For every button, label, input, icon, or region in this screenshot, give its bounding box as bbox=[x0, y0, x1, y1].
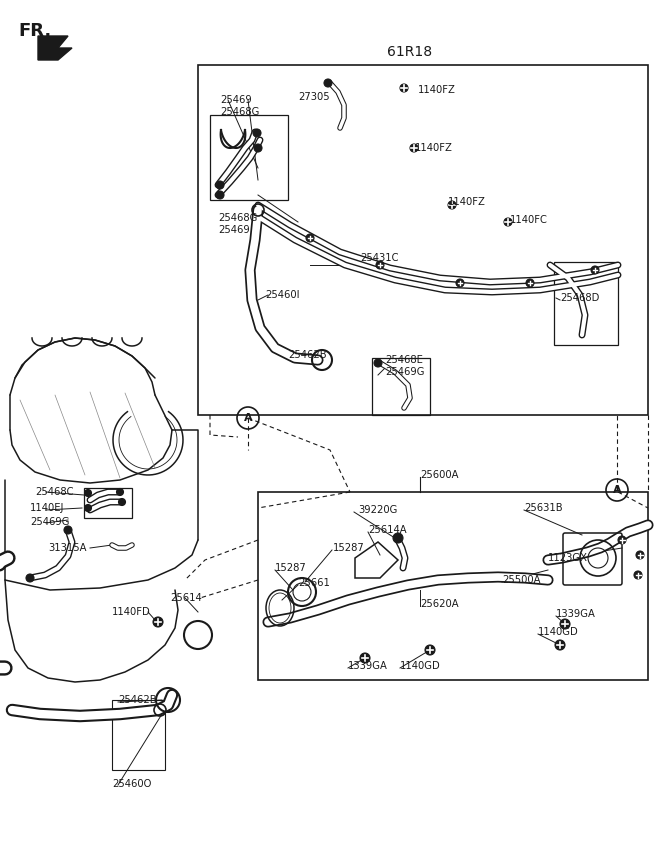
Circle shape bbox=[153, 617, 163, 627]
Circle shape bbox=[26, 574, 34, 582]
Bar bbox=[372, 358, 430, 415]
Circle shape bbox=[456, 279, 464, 287]
Circle shape bbox=[555, 640, 565, 650]
Circle shape bbox=[393, 533, 403, 543]
Text: 25614A: 25614A bbox=[368, 525, 407, 535]
Bar bbox=[258, 492, 648, 680]
Text: 25460O: 25460O bbox=[112, 779, 151, 789]
Text: 25469G: 25469G bbox=[30, 517, 69, 527]
Circle shape bbox=[448, 201, 456, 209]
Text: 25468G: 25468G bbox=[218, 213, 258, 223]
Circle shape bbox=[254, 144, 262, 152]
Text: 1339GA: 1339GA bbox=[556, 609, 596, 619]
Text: 25469G: 25469G bbox=[385, 367, 424, 377]
Bar bbox=[198, 65, 648, 415]
Circle shape bbox=[64, 526, 72, 534]
Circle shape bbox=[591, 266, 599, 274]
Text: A: A bbox=[613, 485, 621, 495]
Text: 25468C: 25468C bbox=[35, 487, 73, 497]
Text: 25462B: 25462B bbox=[288, 350, 326, 360]
Circle shape bbox=[374, 359, 382, 367]
Circle shape bbox=[526, 279, 534, 287]
Circle shape bbox=[400, 84, 408, 92]
Text: 27305: 27305 bbox=[298, 92, 330, 102]
Text: 39220G: 39220G bbox=[358, 505, 398, 515]
Text: A: A bbox=[244, 413, 252, 423]
Bar bbox=[210, 115, 288, 200]
Bar bbox=[112, 700, 165, 770]
Text: 25631B: 25631B bbox=[524, 503, 562, 513]
Text: 25500A: 25500A bbox=[502, 575, 540, 585]
Text: FR.: FR. bbox=[18, 22, 51, 40]
Text: 31315A: 31315A bbox=[48, 543, 86, 553]
Text: 1140GD: 1140GD bbox=[400, 661, 441, 671]
Text: 15287: 15287 bbox=[333, 543, 365, 553]
Circle shape bbox=[84, 489, 92, 496]
Circle shape bbox=[634, 571, 642, 579]
Circle shape bbox=[504, 218, 512, 226]
Circle shape bbox=[560, 619, 570, 629]
Bar bbox=[84, 488, 132, 518]
Text: 1140EJ: 1140EJ bbox=[30, 503, 64, 513]
Text: 1339GA: 1339GA bbox=[348, 661, 388, 671]
Text: 25468G: 25468G bbox=[220, 107, 260, 117]
Text: 25469: 25469 bbox=[218, 225, 250, 235]
Circle shape bbox=[306, 234, 314, 242]
Circle shape bbox=[410, 144, 418, 152]
Text: 25661: 25661 bbox=[298, 578, 330, 588]
Text: 25468E: 25468E bbox=[385, 355, 423, 365]
Circle shape bbox=[360, 653, 370, 663]
Text: 1123GX: 1123GX bbox=[548, 553, 588, 563]
Text: 25462B: 25462B bbox=[118, 695, 156, 705]
Text: 25600A: 25600A bbox=[420, 470, 458, 480]
Circle shape bbox=[618, 536, 626, 544]
Circle shape bbox=[376, 261, 384, 269]
Text: 25431C: 25431C bbox=[360, 253, 398, 263]
Text: 25620A: 25620A bbox=[420, 599, 458, 609]
Text: 25614: 25614 bbox=[170, 593, 201, 603]
Circle shape bbox=[253, 129, 261, 137]
Text: 25469: 25469 bbox=[220, 95, 252, 105]
Circle shape bbox=[116, 488, 124, 495]
Circle shape bbox=[216, 181, 224, 189]
Text: 1140GD: 1140GD bbox=[538, 627, 579, 637]
Text: 1140FZ: 1140FZ bbox=[448, 197, 486, 207]
Circle shape bbox=[84, 505, 92, 511]
Circle shape bbox=[425, 645, 435, 655]
Circle shape bbox=[324, 79, 332, 87]
Text: 61R18: 61R18 bbox=[387, 45, 432, 59]
Text: 1140FZ: 1140FZ bbox=[415, 143, 453, 153]
Text: 15287: 15287 bbox=[275, 563, 307, 573]
Polygon shape bbox=[38, 36, 72, 60]
Circle shape bbox=[216, 191, 224, 199]
Text: 25468D: 25468D bbox=[560, 293, 599, 303]
Text: 1140FD: 1140FD bbox=[112, 607, 151, 617]
Circle shape bbox=[118, 499, 126, 505]
Text: 1140FZ: 1140FZ bbox=[418, 85, 456, 95]
Bar bbox=[554, 262, 618, 345]
Text: 25460I: 25460I bbox=[265, 290, 300, 300]
Text: 1140FC: 1140FC bbox=[510, 215, 548, 225]
Circle shape bbox=[636, 551, 644, 559]
